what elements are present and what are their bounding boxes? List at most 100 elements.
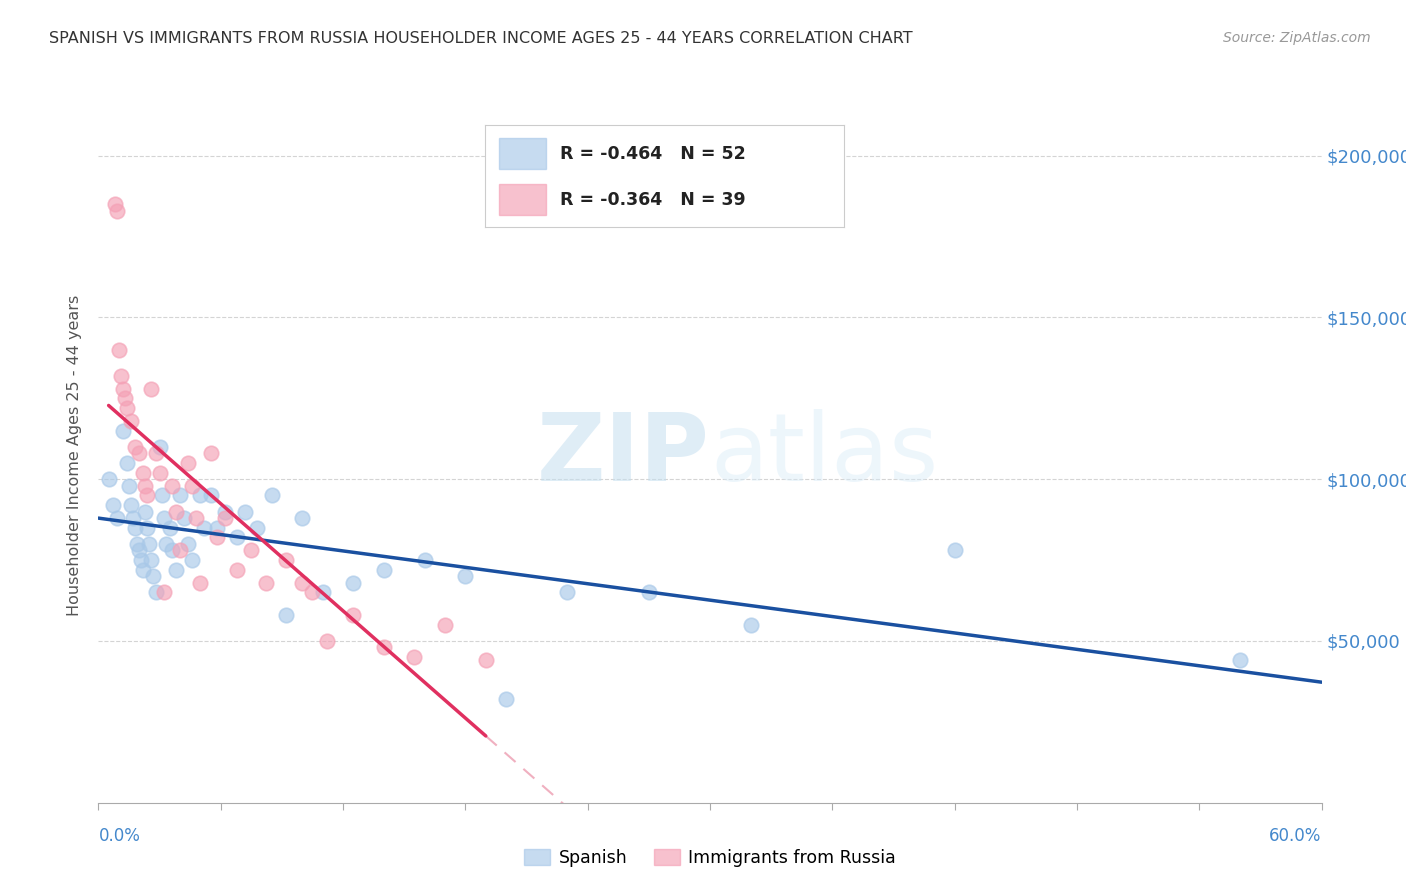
Point	[127, 537, 149, 551]
Point	[128, 446, 150, 460]
Point	[177, 537, 200, 551]
Point	[145, 446, 167, 460]
Text: ZIP: ZIP	[537, 409, 710, 501]
Point	[132, 563, 155, 577]
Legend: Spanish, Immigrants from Russia: Spanish, Immigrants from Russia	[517, 842, 903, 874]
Point	[454, 569, 477, 583]
Point	[104, 197, 127, 211]
Point	[413, 553, 436, 567]
Point	[129, 553, 152, 567]
Point	[943, 543, 966, 558]
Point	[97, 472, 120, 486]
Point	[165, 504, 187, 518]
Point	[214, 504, 236, 518]
Point	[142, 569, 165, 583]
Point	[110, 368, 132, 383]
Point	[114, 392, 136, 406]
Point	[173, 511, 195, 525]
Point	[181, 553, 204, 567]
Point	[136, 521, 159, 535]
Point	[240, 543, 263, 558]
Point	[134, 478, 156, 492]
Point	[105, 203, 128, 218]
Point	[118, 478, 141, 492]
Point	[111, 382, 134, 396]
Bar	[499, 138, 546, 169]
Point	[740, 617, 762, 632]
Point	[160, 543, 183, 558]
Point	[557, 585, 579, 599]
Point	[149, 466, 172, 480]
Point	[165, 563, 187, 577]
Point	[155, 537, 177, 551]
Point	[315, 634, 337, 648]
Point	[193, 521, 215, 535]
Bar	[499, 185, 546, 215]
Point	[169, 543, 191, 558]
Point	[141, 553, 163, 567]
Point	[301, 585, 323, 599]
Point	[233, 504, 256, 518]
Point	[205, 531, 228, 545]
Point	[205, 521, 228, 535]
Point	[254, 575, 277, 590]
Point	[124, 521, 146, 535]
Point	[160, 478, 183, 492]
Point	[124, 440, 146, 454]
Point	[373, 640, 395, 655]
Point	[134, 504, 156, 518]
Point	[152, 511, 174, 525]
Point	[342, 575, 364, 590]
Text: 0.0%: 0.0%	[98, 827, 141, 845]
Text: Source: ZipAtlas.com: Source: ZipAtlas.com	[1223, 31, 1371, 45]
Point	[274, 553, 297, 567]
Point	[200, 446, 222, 460]
Point	[1229, 653, 1251, 667]
Point	[141, 382, 163, 396]
Point	[495, 692, 517, 706]
Point	[291, 511, 314, 525]
Point	[101, 498, 124, 512]
Point	[150, 488, 173, 502]
Point	[638, 585, 661, 599]
Point	[128, 543, 150, 558]
Text: 60.0%: 60.0%	[1270, 827, 1322, 845]
Text: R = -0.464   N = 52: R = -0.464 N = 52	[561, 145, 747, 162]
Y-axis label: Householder Income Ages 25 - 44 years: Householder Income Ages 25 - 44 years	[67, 294, 83, 615]
Text: R = -0.364   N = 39: R = -0.364 N = 39	[561, 191, 747, 209]
Point	[260, 488, 283, 502]
Point	[105, 511, 128, 525]
Point	[342, 608, 364, 623]
Point	[373, 563, 395, 577]
Text: SPANISH VS IMMIGRANTS FROM RUSSIA HOUSEHOLDER INCOME AGES 25 - 44 YEARS CORRELAT: SPANISH VS IMMIGRANTS FROM RUSSIA HOUSEH…	[49, 31, 912, 46]
Point	[474, 653, 498, 667]
Point	[188, 575, 212, 590]
Point	[120, 498, 142, 512]
Point	[149, 440, 172, 454]
Point	[312, 585, 335, 599]
Point	[226, 563, 249, 577]
Point	[122, 511, 145, 525]
Point	[169, 488, 191, 502]
Point	[145, 585, 167, 599]
Text: atlas: atlas	[710, 409, 938, 501]
Point	[138, 537, 160, 551]
Point	[188, 488, 212, 502]
Point	[200, 488, 222, 502]
Point	[291, 575, 314, 590]
Point	[434, 617, 457, 632]
Point	[111, 424, 134, 438]
Point	[132, 466, 155, 480]
Point	[115, 401, 138, 415]
Point	[226, 531, 249, 545]
Point	[177, 456, 200, 470]
Point	[152, 585, 174, 599]
Point	[115, 456, 138, 470]
Point	[186, 511, 208, 525]
Point	[120, 414, 142, 428]
Point	[404, 650, 426, 665]
Point	[159, 521, 181, 535]
Point	[214, 511, 236, 525]
Point	[274, 608, 297, 623]
Point	[108, 343, 131, 357]
